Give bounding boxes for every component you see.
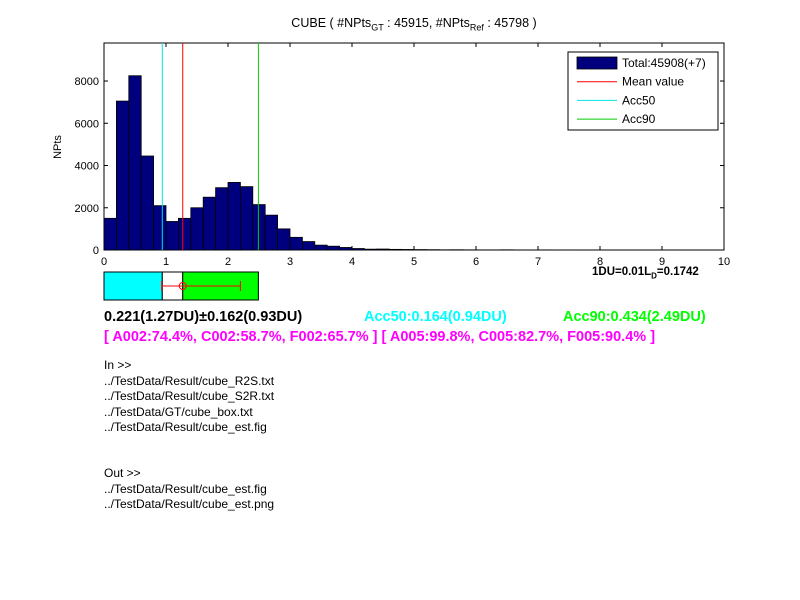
- x-tick-label: 7: [535, 256, 541, 268]
- output-file-item: ../TestData/Result/cube_est.png: [104, 497, 275, 511]
- histogram-bar: [376, 248, 390, 251]
- histogram-bar: [190, 207, 204, 251]
- y-tick-label: 0: [93, 245, 99, 257]
- histogram-bar: [351, 248, 365, 251]
- input-file-item: ../TestData/GT/cube_box.txt: [104, 404, 253, 419]
- histogram-bar: [289, 236, 303, 251]
- mean-std-stat: 0.221(1.27DU)±0.162(0.93DU): [104, 309, 303, 325]
- x-tick-label: 1: [163, 256, 169, 268]
- legend-label: Acc50: [622, 93, 656, 107]
- legend-label: Total:45908(+7): [622, 56, 706, 70]
- x-tick-label: 10: [718, 256, 730, 268]
- x-tick-label: 3: [287, 256, 293, 268]
- histogram-bar: [401, 249, 415, 251]
- input-files-block: In >> ../TestData/Result/cube_R2S.txt ..…: [104, 358, 274, 436]
- x-tick-label: 8: [597, 256, 603, 268]
- histogram-bar: [116, 100, 130, 251]
- output-files-block: Out >> ../TestData/Result/cube_est.fig .…: [104, 466, 274, 513]
- histogram-bar: [103, 217, 117, 251]
- x-tick-label: 2: [225, 256, 231, 268]
- output-header: Out >>: [104, 466, 141, 480]
- histogram-bar: [177, 217, 192, 251]
- histogram-bar: [301, 241, 316, 251]
- summary-box: [103, 271, 259, 301]
- histogram-bar: [165, 221, 179, 251]
- accuracy-percentages: [ A002:74.4%, C002:58.7%, F002:65.7% ] […: [104, 329, 656, 345]
- x-tick-label: 9: [659, 256, 665, 268]
- y-tick-label: 4000: [75, 161, 99, 173]
- histogram-bar: [227, 182, 241, 251]
- x-tick-label: 4: [349, 256, 355, 268]
- y-axis-label: NPts: [52, 135, 64, 159]
- input-header: In >>: [104, 358, 132, 372]
- histogram-bar: [215, 187, 229, 251]
- y-tick-label: 6000: [75, 118, 99, 130]
- y-tick-label: 8000: [75, 76, 99, 88]
- histogram-bar: [128, 75, 142, 251]
- histogram-bar: [314, 244, 328, 251]
- x-tick-label: 6: [473, 256, 479, 268]
- histogram-bar: [326, 245, 341, 251]
- histogram-bar: [339, 247, 353, 251]
- histogram-bar: [277, 228, 291, 251]
- input-file-item: ../TestData/Result/cube_est.fig: [104, 420, 267, 434]
- histogram-bar: [252, 204, 266, 251]
- acc50-band: [103, 271, 163, 301]
- x-tick-label: 0: [101, 256, 107, 268]
- legend-swatch: [576, 56, 618, 70]
- y-tick-label: 2000: [75, 203, 99, 215]
- histogram-bar: [140, 155, 154, 251]
- output-file-item: ../TestData/Result/cube_est.fig: [104, 481, 267, 496]
- input-file-item: ../TestData/Result/cube_S2R.txt: [104, 389, 275, 403]
- du-scale-label: 1DU=0.01LD=0.1742: [592, 266, 699, 281]
- mean-marker: [178, 282, 187, 290]
- input-file-item: ../TestData/Result/cube_R2S.txt: [104, 373, 275, 388]
- histogram-bar: [388, 248, 403, 251]
- histogram-bar: [239, 186, 254, 251]
- acc90-stat: Acc90:0.434(2.49DU): [563, 309, 706, 325]
- histogram-bar: [153, 205, 167, 251]
- x-tick-label: 5: [411, 256, 417, 268]
- acc50-stat: Acc50:0.164(0.94DU): [364, 309, 507, 325]
- legend-label: Acc90: [622, 112, 656, 126]
- histogram-bar: [202, 196, 216, 251]
- legend: Total:45908(+7) Mean value Acc50 Acc90: [567, 51, 719, 131]
- histogram-bar: [264, 214, 279, 251]
- chart-title: CUBE ( #NPtsGT : 45915, #NPtsRef : 45798…: [291, 16, 537, 33]
- histogram-bar: [363, 248, 378, 251]
- histogram-chart: 0 1 2 3 4 5 6 7 8 9 10 0 2000 4000 6000 8000 NPts Tota…: [52, 42, 730, 301]
- legend-label: Mean value: [622, 75, 684, 89]
